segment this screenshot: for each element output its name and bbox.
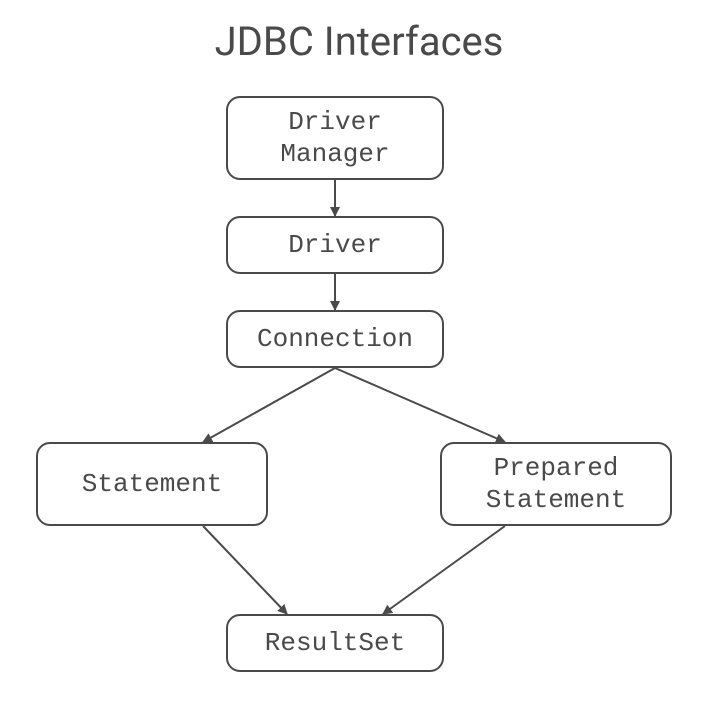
node-prepared-statement: Prepared Statement	[440, 442, 672, 526]
node-label: Driver Manager	[280, 106, 389, 171]
node-label: Connection	[257, 323, 413, 356]
edge-prepared-resultset	[383, 526, 505, 614]
edge-connection-statement	[203, 368, 335, 442]
node-connection: Connection	[226, 310, 444, 368]
node-driver-manager: Driver Manager	[226, 96, 444, 180]
edge-statement-resultset	[203, 526, 287, 614]
diagram-canvas: JDBC Interfaces Driver Manager Driver Co…	[0, 0, 718, 722]
edge-connection-prepared	[335, 368, 505, 442]
node-label: Driver	[288, 229, 382, 262]
node-driver: Driver	[226, 216, 444, 274]
diagram-title: JDBC Interfaces	[0, 18, 718, 65]
node-label: Statement	[82, 468, 222, 501]
node-label: ResultSet	[265, 627, 405, 660]
node-label: Prepared Statement	[486, 452, 626, 517]
node-resultset: ResultSet	[226, 614, 444, 672]
node-statement: Statement	[36, 442, 268, 526]
